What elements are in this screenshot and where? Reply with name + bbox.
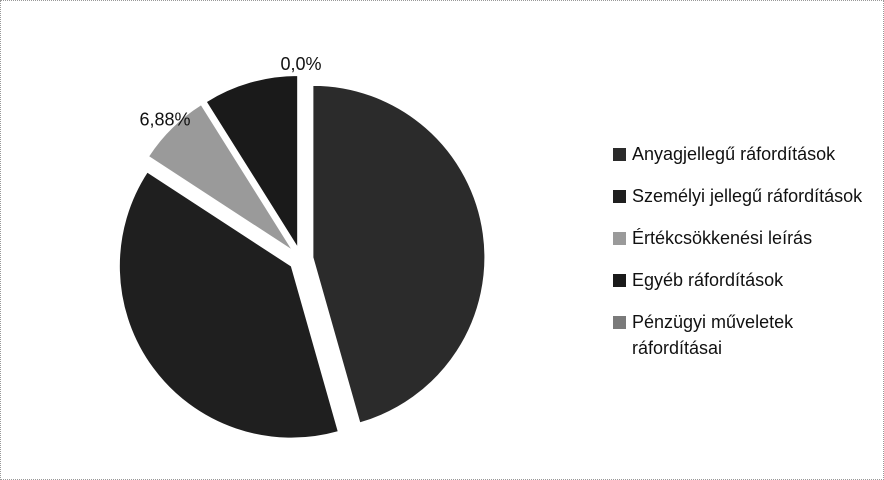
legend-label: Értékcsökkenési leírás [632, 228, 813, 248]
legend-label: Anyagjellegű ráfordítások [632, 144, 836, 164]
data-label: 0,0% [280, 54, 321, 74]
legend-label: Személyi jellegű ráfordítások [632, 186, 863, 206]
legend-swatch [613, 232, 626, 245]
legend-item: Pénzügyi műveletek ráfordításai [613, 309, 863, 361]
legend-label: Egyéb ráfordítások [632, 270, 784, 290]
legend-swatch [613, 274, 626, 287]
legend-swatch [613, 316, 626, 329]
data-label: 6,88% [140, 109, 191, 129]
pie-slice [312, 84, 486, 424]
legend-item: Anyagjellegű ráfordítások [613, 141, 863, 167]
legend-label: Pénzügyi műveletek ráfordításai [632, 312, 794, 358]
legend-item: Egyéb ráfordítások [613, 267, 863, 293]
pie-slice [205, 74, 299, 250]
pie-slice [118, 171, 339, 439]
legend-swatch [613, 148, 626, 161]
legend-item: Személyi jellegű ráfordítások [613, 183, 863, 209]
legend-item: Értékcsökkenési leírás [613, 225, 863, 251]
pie-area: 6,88% 0,0% [118, 54, 486, 439]
pie-slice [147, 104, 294, 251]
legend: Anyagjellegű ráfordítások Személyi jelleg… [613, 141, 863, 377]
legend-swatch [613, 190, 626, 203]
